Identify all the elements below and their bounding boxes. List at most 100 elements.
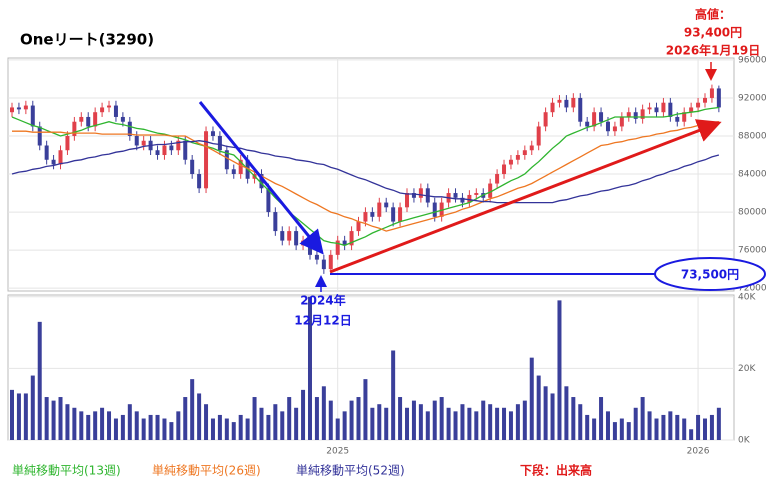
volume-bar [190, 379, 195, 440]
volume-bar [176, 411, 181, 440]
volume-bar [349, 400, 354, 440]
candle-body [550, 102, 555, 113]
volume-bar [148, 414, 153, 440]
high-value: 93,400円 [684, 26, 742, 40]
candle-body [321, 259, 326, 270]
volume-bar [460, 404, 465, 440]
candle-body [564, 99, 569, 108]
volume-bar [120, 414, 125, 440]
candle-body [259, 174, 264, 189]
candle-body [210, 131, 215, 136]
high-label: 高値： [695, 7, 731, 22]
volume-bar [432, 400, 437, 440]
volume-bar [578, 404, 583, 440]
candle-body [543, 112, 548, 127]
candle-body [689, 107, 694, 113]
volume-bar [398, 397, 403, 440]
volume-bar [418, 404, 423, 440]
candle-body [23, 105, 28, 110]
candle-body [391, 207, 396, 222]
volume-bar [585, 414, 590, 440]
candle-body [141, 140, 146, 146]
candle-body [398, 207, 403, 222]
volume-bar [169, 422, 174, 440]
volume-bar [592, 418, 597, 440]
candle-body [93, 112, 98, 127]
volume-bar [183, 397, 188, 440]
candle-body [10, 107, 14, 113]
candle-body [377, 202, 382, 217]
candle-body [557, 99, 562, 103]
candle-body [536, 126, 541, 146]
volume-bar [439, 397, 444, 440]
candle-body [231, 169, 236, 175]
volume-bar [508, 411, 513, 440]
volume-bar [280, 411, 285, 440]
candle-body [65, 135, 70, 151]
volume-bar [224, 418, 229, 440]
candle-body [578, 97, 583, 122]
candle-body [280, 231, 285, 241]
candle-body [647, 107, 652, 110]
volume-bar [363, 379, 368, 440]
volume-bar [79, 411, 84, 440]
candle-body [217, 135, 222, 151]
candle-body [460, 197, 465, 203]
volume-bar [72, 407, 77, 440]
candle-body [682, 112, 687, 122]
candle-body [113, 105, 118, 117]
volume-bar [488, 404, 493, 440]
candle-body [640, 109, 645, 119]
candle-body [703, 97, 707, 103]
volume-bar [44, 397, 49, 440]
volume-bar [709, 414, 714, 440]
volume-bar [571, 397, 576, 440]
volume-bar [716, 407, 721, 440]
candle-body [335, 240, 340, 255]
candle-body [432, 202, 437, 217]
volume-bar [543, 386, 548, 440]
volume-bar [605, 411, 610, 440]
candle-body [100, 107, 105, 113]
ma-line [11, 140, 720, 204]
volume-bar [259, 407, 264, 440]
volume-bar [16, 393, 21, 440]
volume-bar [550, 393, 555, 440]
ma-line [12, 121, 719, 232]
y-tick-label: 84000 [738, 170, 767, 180]
chart-title: Oneリート(3290) [20, 31, 154, 49]
candle-body [176, 140, 181, 151]
y-tick-label: 96000 [738, 55, 767, 65]
candle-body [349, 231, 354, 246]
volume-bar [675, 414, 680, 440]
volume-bar [668, 411, 673, 440]
candle-body [411, 193, 416, 198]
candle-body [370, 212, 375, 217]
candle-body [716, 88, 721, 108]
candle-body [592, 112, 597, 127]
y-tick-label: 72000 [738, 284, 767, 294]
volume-bar [377, 404, 382, 440]
volume-bar [51, 400, 56, 440]
y-tick-label: 80000 [738, 208, 767, 218]
candle-body [529, 145, 534, 151]
volume-bar [294, 407, 299, 440]
y-tick-label: 76000 [738, 246, 767, 256]
candle-body [633, 112, 638, 119]
candle-body [508, 159, 513, 165]
volume-bar [696, 414, 701, 440]
low-year: 2024年 [300, 293, 345, 308]
candle-body [515, 155, 520, 160]
candle-body [328, 254, 333, 270]
low-value: 73,500円 [681, 268, 739, 282]
candle-body [307, 240, 312, 255]
volume-bar [557, 300, 562, 440]
volume-bar [210, 418, 215, 440]
y-tick-label: 20K [738, 364, 756, 374]
volume-bar [113, 418, 118, 440]
x-tick-label: 2026 [687, 447, 710, 457]
volume-bar [204, 404, 209, 440]
candle-body [162, 145, 167, 156]
candle-body [405, 193, 410, 208]
y-tick-label: 88000 [738, 131, 767, 141]
